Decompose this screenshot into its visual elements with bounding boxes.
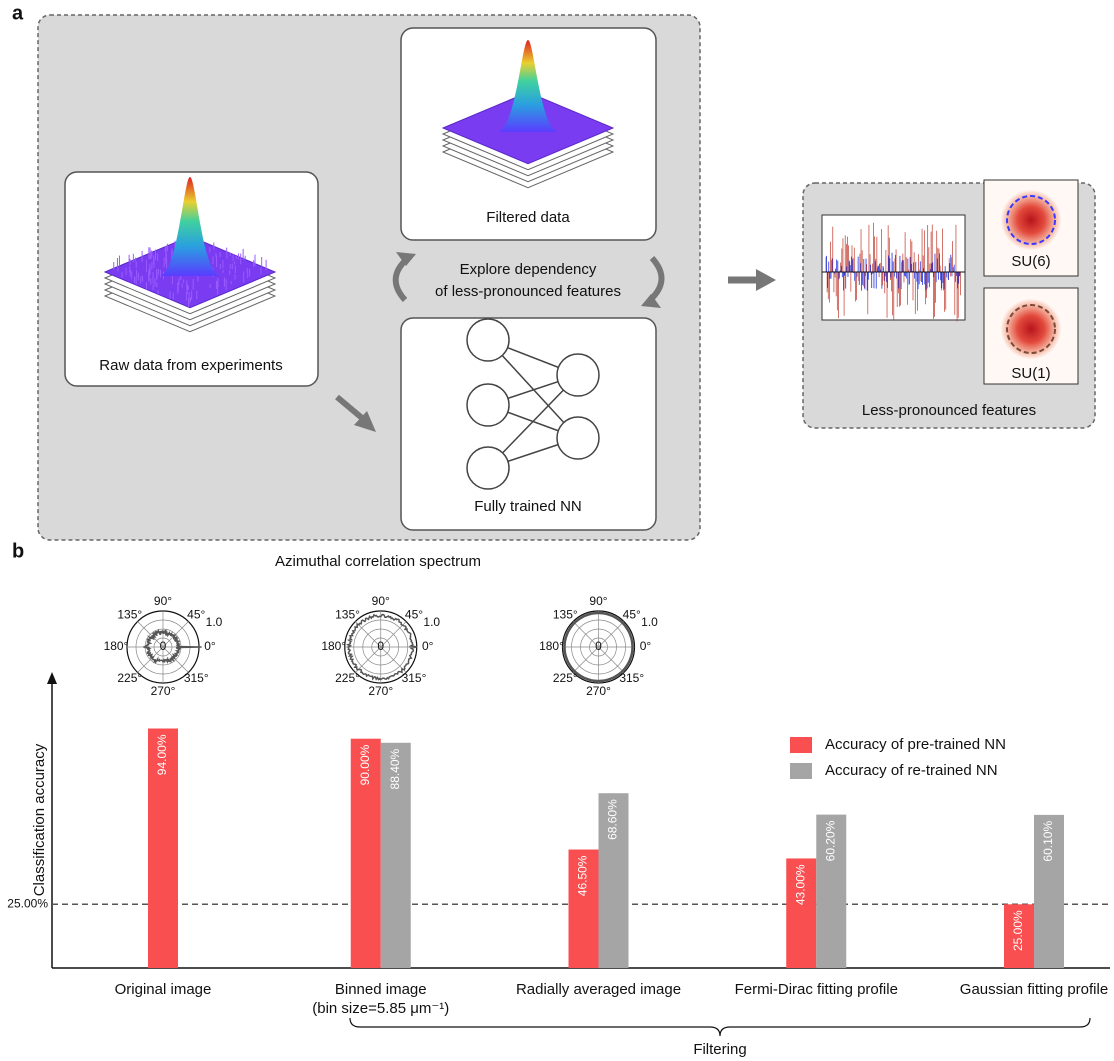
polar-radial-label: 1.0 — [641, 615, 658, 629]
polar-angle-label: 225° — [335, 671, 360, 685]
polar-angle-label: 180° — [539, 639, 564, 653]
neuron — [467, 319, 509, 361]
value-label: 68.60% — [606, 799, 620, 840]
x-tick-label: Gaussian fitting profile — [960, 981, 1108, 998]
polar-angle-label: 45° — [187, 607, 205, 621]
polar-radial-label: 0 — [160, 639, 167, 653]
polar-angle-label: 315° — [619, 671, 644, 685]
neuron — [557, 354, 599, 396]
panel-label: b — [12, 540, 24, 562]
explore-text: Explore dependency — [460, 261, 597, 278]
polar-angle-label: 225° — [553, 671, 578, 685]
value-label: 60.20% — [823, 820, 837, 861]
filtered-data-label: Filtered data — [486, 209, 570, 226]
value-label: 25.00% — [1011, 910, 1025, 951]
polar-curve — [143, 631, 201, 663]
polar-spoke — [599, 622, 624, 647]
polar-radial-label: 0 — [595, 639, 602, 653]
x-tick-label: Radially averaged image — [516, 981, 681, 998]
brace — [350, 1018, 1090, 1036]
legend-label: Accuracy of re-trained NN — [825, 762, 998, 779]
polar-angle-label: 0° — [640, 639, 652, 653]
legend-label: Accuracy of pre-trained NN — [825, 736, 1006, 753]
value-label: 60.10% — [1041, 821, 1055, 862]
polar-angle-label: 225° — [117, 671, 142, 685]
value-label: 43.00% — [793, 864, 807, 905]
polar-angle-label: 90° — [589, 594, 607, 608]
polar-angle-label: 315° — [184, 671, 209, 685]
panel-label: a — [12, 2, 24, 24]
neuron — [467, 384, 509, 426]
raw-data-label: Raw data from experiments — [99, 357, 282, 374]
legend-swatch — [790, 763, 812, 779]
su6-label: SU(6) — [1011, 253, 1050, 270]
polar-angle-label: 180° — [321, 639, 346, 653]
value-label: 94.00% — [155, 734, 169, 775]
polar-angle-label: 90° — [372, 594, 390, 608]
polar-angle-label: 270° — [368, 684, 393, 698]
polar-angle-label: 315° — [402, 671, 427, 685]
polar-angle-label: 135° — [553, 607, 578, 621]
density-spot — [1001, 190, 1061, 250]
x-tick-label: Fermi-Dirac fitting profile — [735, 981, 898, 998]
polar-radial-label: 0 — [377, 639, 384, 653]
polar-angle-label: 90° — [154, 594, 172, 608]
polar-radial-label: 1.0 — [206, 615, 223, 629]
figure: a Raw data from experiments Filtered dat… — [0, 0, 1114, 1061]
polar-radial-label: 1.0 — [423, 615, 440, 629]
neuron — [557, 417, 599, 459]
polar-angle-label: 45° — [623, 607, 641, 621]
explore-text: of less-pronounced features — [435, 283, 621, 300]
arrowhead — [756, 269, 776, 291]
y-axis-arrow — [47, 672, 57, 684]
value-label: 88.40% — [388, 748, 402, 789]
x-tick-label: Binned image — [335, 981, 427, 998]
polar-angle-label: 135° — [117, 607, 142, 621]
polar-angle-label: 180° — [104, 639, 129, 653]
reference-label: 25.00% — [7, 896, 48, 910]
polar-angle-label: 0° — [204, 639, 216, 653]
value-label: 46.50% — [576, 855, 590, 896]
x-tick-label: Original image — [115, 981, 212, 998]
polar-spoke — [599, 647, 624, 672]
features-title: Less-pronounced features — [862, 402, 1036, 419]
network-label: Fully trained NN — [474, 498, 582, 515]
polar-title: Azimuthal correlation spectrum — [275, 553, 481, 570]
group-label: Filtering — [693, 1041, 746, 1058]
su1-label: SU(1) — [1011, 365, 1050, 382]
polar-angle-label: 270° — [586, 684, 611, 698]
polar-angle-label: 135° — [335, 607, 360, 621]
value-label: 90.00% — [358, 744, 372, 785]
polar-angle-label: 270° — [151, 684, 176, 698]
polar-angle-label: 0° — [422, 639, 434, 653]
polar-angle-label: 45° — [405, 607, 423, 621]
x-tick-note: (bin size=5.85 μm⁻¹) — [312, 1000, 449, 1017]
legend-swatch — [790, 737, 812, 753]
density-spot — [1001, 299, 1061, 359]
neuron — [467, 447, 509, 489]
y-axis-label: Classification accuracy — [31, 743, 48, 896]
